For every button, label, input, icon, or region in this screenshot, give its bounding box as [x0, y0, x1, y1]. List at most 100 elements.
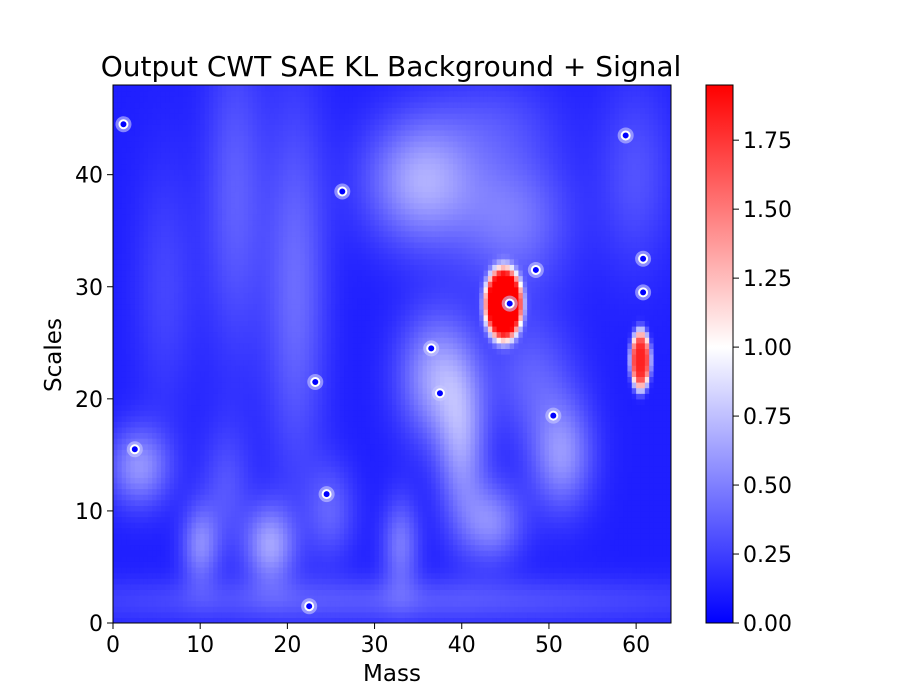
heatmap-cell	[483, 438, 489, 445]
heatmap-cell	[248, 572, 254, 579]
heatmap-cell	[514, 538, 520, 546]
heatmap-cell	[435, 443, 441, 450]
heatmap-cell	[649, 415, 655, 422]
heatmap-cell	[609, 617, 615, 623]
heatmap-cell	[540, 589, 546, 596]
heatmap-cell	[653, 477, 659, 484]
heatmap-cell	[474, 600, 480, 607]
heatmap-cell	[527, 538, 533, 546]
heatmap-cell	[317, 477, 323, 484]
heatmap-cell	[204, 449, 210, 456]
heatmap-cell	[265, 432, 271, 439]
heatmap-cell	[152, 477, 158, 484]
heatmap-cell	[213, 488, 219, 495]
heatmap-cell	[570, 494, 576, 501]
heatmap-cell	[588, 572, 594, 579]
heatmap-cell	[522, 527, 528, 534]
heatmap-cell	[444, 494, 450, 501]
heatmap-cell	[344, 538, 350, 546]
heatmap-cell	[396, 460, 402, 467]
heatmap-cell	[557, 460, 563, 467]
heatmap-cell	[248, 410, 254, 417]
heatmap-cell	[296, 561, 302, 568]
heatmap-cell	[618, 449, 624, 456]
heatmap-cell	[457, 460, 463, 467]
heatmap-cell	[662, 538, 668, 546]
heatmap-cell	[370, 522, 376, 529]
heatmap-cell	[666, 583, 671, 590]
heatmap-cell	[649, 466, 655, 473]
heatmap-cell	[191, 589, 197, 596]
heatmap-cell	[588, 499, 594, 506]
heatmap-cell	[618, 572, 624, 579]
heatmap-cell	[265, 516, 271, 523]
heatmap-cell	[361, 578, 367, 585]
heatmap-cell	[535, 555, 541, 562]
heatmap-cell	[596, 606, 602, 613]
heatmap-cell	[535, 516, 541, 523]
heatmap-cell	[605, 404, 611, 411]
heatmap-cell	[531, 415, 537, 422]
heatmap-cell	[609, 438, 615, 445]
heatmap-cell	[500, 611, 506, 618]
heatmap-cell	[143, 449, 149, 456]
heatmap-cell	[252, 516, 258, 523]
heatmap-cell	[527, 527, 533, 534]
heatmap-cell	[200, 572, 206, 579]
heatmap-cell	[378, 488, 384, 495]
heatmap-cell	[431, 410, 437, 417]
heatmap-cell	[269, 594, 275, 602]
heatmap-cell	[252, 466, 258, 473]
heatmap-cell	[130, 583, 136, 590]
heatmap-cell	[139, 611, 145, 618]
heatmap-cell	[221, 522, 227, 529]
heatmap-cell	[566, 617, 572, 623]
heatmap-cell	[269, 454, 275, 462]
heatmap-cell	[278, 494, 284, 501]
heatmap-cell	[405, 454, 411, 462]
heatmap-cell	[522, 415, 528, 422]
heatmap-cell	[243, 538, 249, 546]
heatmap-cell	[374, 432, 380, 439]
heatmap-cell	[261, 482, 267, 490]
heatmap-cell	[544, 421, 550, 428]
heatmap-cell	[296, 449, 302, 456]
heatmap-cell	[649, 555, 655, 562]
heatmap-cell	[470, 477, 476, 484]
heatmap-cell	[474, 466, 480, 473]
heatmap-cell	[492, 533, 498, 540]
heatmap-cell	[226, 477, 232, 484]
heatmap-cell	[344, 432, 350, 439]
heatmap-cell	[444, 555, 450, 562]
heatmap-cell	[426, 566, 432, 574]
heatmap-cell	[435, 516, 441, 523]
heatmap-cell	[291, 583, 297, 590]
heatmap-cell	[500, 533, 506, 540]
heatmap-cell	[261, 510, 267, 518]
heatmap-cell	[143, 410, 149, 417]
heatmap-cell	[631, 527, 637, 534]
heatmap-cell	[627, 477, 633, 484]
heatmap-cell	[243, 600, 249, 607]
heatmap-cell	[235, 583, 241, 590]
heatmap-cell	[283, 594, 288, 602]
heatmap-cell	[601, 499, 607, 506]
heatmap-cell	[396, 454, 402, 462]
heatmap-cell	[405, 482, 411, 490]
heatmap-cell	[418, 510, 424, 518]
heatmap-cell	[204, 594, 210, 602]
heatmap-cell	[365, 415, 371, 422]
heatmap-cell	[544, 594, 550, 602]
heatmap-cell	[330, 611, 336, 618]
heatmap-cell	[426, 404, 432, 411]
heatmap-cell	[383, 561, 389, 568]
heatmap-cell	[143, 589, 149, 596]
heatmap-cell	[631, 505, 637, 512]
heatmap-cell	[662, 443, 668, 450]
heatmap-cell	[396, 488, 402, 495]
heatmap-cell	[300, 499, 306, 506]
heatmap-cell	[636, 578, 642, 585]
heatmap-cell	[413, 583, 419, 590]
heatmap-cell	[269, 443, 275, 450]
heatmap-cell	[500, 415, 506, 422]
